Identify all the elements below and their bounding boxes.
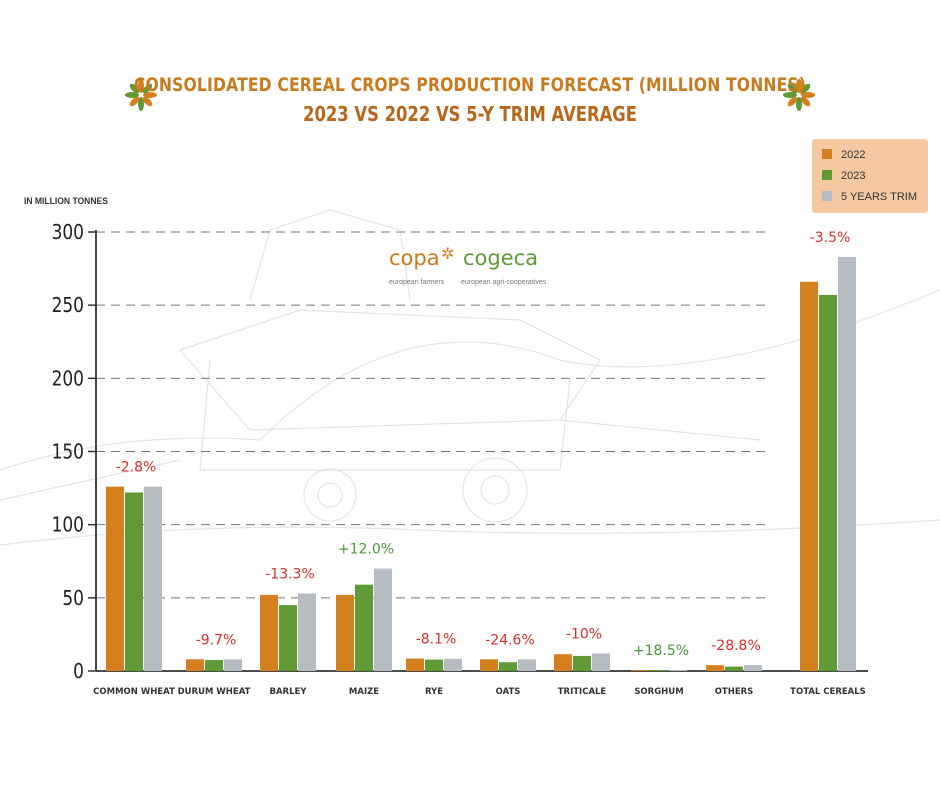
y-tick-label-50: 50 (62, 588, 84, 611)
annotation-durum-wheat: -9.7% (196, 632, 237, 648)
annotation-total-cereals: -3.5% (810, 230, 851, 246)
bar-durum-wheat-2022 (186, 659, 204, 671)
bar-common-wheat-2023 (125, 492, 143, 671)
x-label-triticale: TRITICALE (558, 687, 607, 697)
legend-swatch-2022 (822, 149, 832, 159)
logo-copa-caption: european farmers (389, 279, 445, 286)
bar-sorghum-2023 (650, 669, 668, 671)
bar-common-wheat-5-years-trim (144, 486, 162, 671)
y-tick-label-250: 250 (52, 295, 84, 318)
x-label-total-cereals: TOTAL CEREALS (790, 687, 866, 697)
y-axis-unit-label: IN MILLION TONNES (24, 196, 108, 207)
annotation-common-wheat: -2.8% (116, 460, 157, 476)
chart-subtitle: 2023 VS 2022 VS 5-Y TRIM AVERAGE (303, 102, 637, 126)
legend-item-2023: 2023 (822, 170, 865, 182)
change-annotations: -2.8% -9.7% -13.3% +12.0% -8.1% -24.6% -10% +18… (116, 230, 851, 659)
y-tick-label-0: 0 (73, 661, 84, 684)
flower-right-icon (783, 79, 815, 111)
bar-barley-2023 (279, 605, 297, 671)
x-axis-labels: COMMON WHEAT DURUM WHEAT BARLEY MAIZE RYE OAT… (93, 687, 866, 697)
legend-swatch-2023 (822, 170, 832, 180)
grid-lines (88, 231, 770, 672)
flower-left-icon (125, 79, 157, 111)
y-tick-label-150: 150 (52, 441, 84, 464)
bar-total-cereals-2023 (819, 294, 837, 671)
axes (95, 230, 868, 672)
x-label-sorghum: SORGHUM (634, 687, 683, 697)
bar-triticale-5-years-trim (592, 653, 610, 671)
bars (106, 256, 856, 671)
annotation-rye: -8.1% (416, 632, 457, 648)
bar-common-wheat-2022 (106, 486, 124, 671)
legend-item-trim: 5 YEARS TRIM (822, 191, 917, 203)
annotation-others: -28.8% (711, 638, 761, 654)
legend-label-trim: 5 YEARS TRIM (841, 191, 918, 203)
bar-durum-wheat-5-years-trim (224, 659, 242, 671)
bar-triticale-2023 (573, 655, 591, 671)
bar-barley-2022 (260, 594, 278, 671)
logo-cogeca: cogeca (463, 246, 539, 270)
legend-label-2023: 2023 (841, 170, 866, 182)
bar-maize-2022 (336, 594, 354, 671)
x-label-durum-wheat: DURUM WHEAT (178, 687, 251, 697)
bar-oats-5-years-trim (518, 659, 536, 671)
logo-cogeca-caption: european agri-cooperatives (461, 279, 547, 286)
y-tick-label-200: 200 (52, 368, 84, 391)
annotation-triticale: -10% (566, 626, 602, 642)
bar-sorghum-5-years-trim (669, 670, 687, 671)
y-tick-label-300: 300 (52, 222, 84, 245)
x-label-maize: MAIZE (349, 687, 379, 697)
legend-label-2022: 2022 (841, 149, 866, 161)
bar-barley-5-years-trim (298, 593, 316, 671)
bar-maize-2023 (355, 584, 373, 671)
bar-total-cereals-5-years-trim (838, 256, 856, 671)
x-label-rye: RYE (425, 687, 443, 697)
bar-oats-2023 (499, 662, 517, 671)
annotation-oats: -24.6% (485, 632, 535, 648)
y-tick-label-100: 100 (52, 514, 84, 537)
legend: 2022 2023 5 YEARS TRIM (812, 139, 928, 213)
chart-title: CONSOLIDATED CEREAL CROPS PRODUCTION FOR… (133, 74, 807, 96)
bar-others-5-years-trim (744, 665, 762, 671)
bar-maize-5-years-trim (374, 568, 392, 671)
y-axis-ticks: 0 50 100 150 200 250 300 (52, 222, 84, 684)
title-block: CONSOLIDATED CEREAL CROPS PRODUCTION FOR… (0, 74, 940, 126)
bar-durum-wheat-2023 (205, 660, 223, 671)
bar-oats-2022 (480, 659, 498, 671)
copa-cogeca-logo: copa ✲ cogeca european farmers european … (389, 244, 549, 292)
annotation-barley: -13.3% (265, 566, 315, 582)
x-label-oats: OATS (496, 687, 521, 697)
bar-others-2023 (725, 666, 743, 671)
x-label-common-wheat: COMMON WHEAT (93, 687, 175, 697)
logo-asterisk-icon: ✲ (441, 244, 455, 263)
x-label-others: OTHERS (715, 687, 754, 697)
legend-swatch-trim (822, 191, 832, 201)
bar-others-2022 (706, 665, 724, 671)
legend-item-2022: 2022 (822, 149, 865, 161)
bar-sorghum-2022 (631, 670, 649, 671)
x-label-barley: BARLEY (270, 687, 308, 697)
annotation-maize: +12.0% (338, 542, 394, 558)
bar-rye-2023 (425, 659, 443, 671)
logo-copa: copa (389, 246, 440, 270)
bar-rye-5-years-trim (444, 658, 462, 671)
bar-triticale-2022 (554, 654, 572, 671)
annotation-sorghum: +18.5% (633, 643, 689, 659)
bar-total-cereals-2022 (800, 281, 818, 671)
bar-rye-2022 (406, 658, 424, 671)
